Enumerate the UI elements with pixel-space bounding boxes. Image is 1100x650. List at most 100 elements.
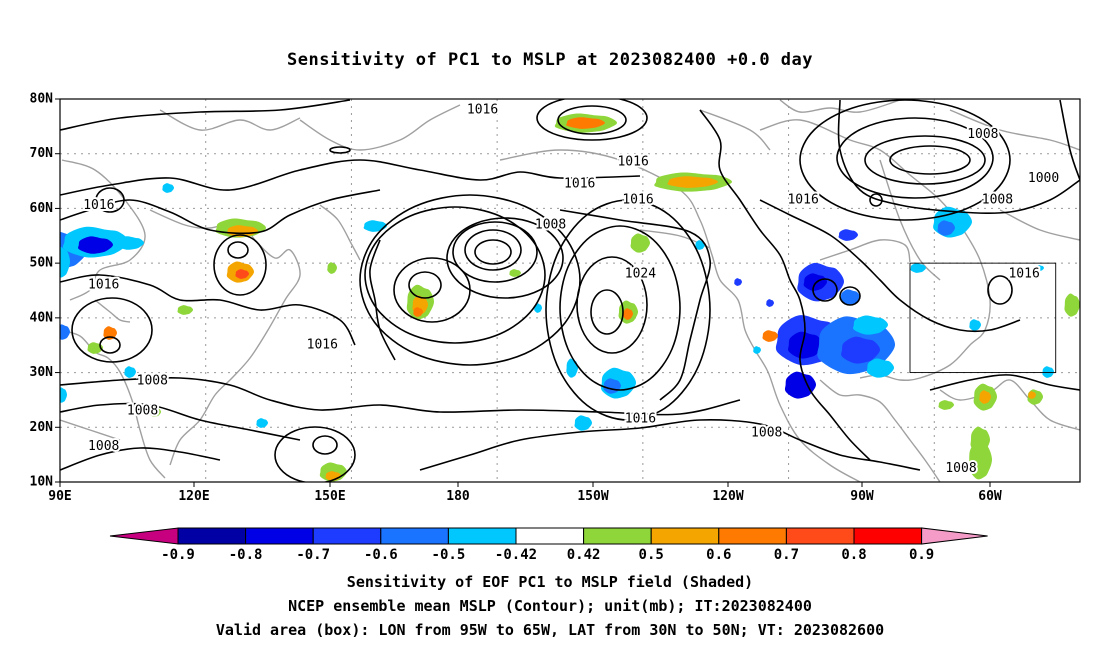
- contour-label: 1016: [625, 412, 656, 427]
- coastline: [779, 99, 901, 113]
- mslp-contours: [60, 99, 1080, 482]
- colorbar-bin: [245, 527, 314, 545]
- sensitivity-patch: [968, 440, 993, 480]
- sensitivity-patch: [87, 342, 104, 354]
- sensitivity-patch: [1042, 366, 1055, 378]
- colorbar-label: 0.42: [567, 547, 601, 563]
- mslp-isobar: [699, 109, 871, 461]
- valid-area-box: [909, 262, 1057, 374]
- contour-label: 1008: [137, 373, 168, 388]
- sensitivity-patch: [667, 176, 719, 188]
- colorbar-label: -0.9: [161, 547, 195, 563]
- mslp-isobar: [839, 286, 861, 306]
- mslp-isobar: [1059, 99, 1080, 181]
- contour-label: 1008: [751, 425, 782, 440]
- sensitivity-patch: [1064, 293, 1080, 317]
- lon-label: 120E: [178, 489, 209, 504]
- mslp-isobar: [474, 239, 512, 265]
- sensitivity-patch: [60, 246, 71, 278]
- sensitivity-patch: [766, 299, 774, 307]
- mslp-isobar: [929, 374, 1080, 391]
- coastline: [499, 149, 861, 482]
- sensitivity-patch: [623, 308, 634, 320]
- mslp-isobar: [369, 239, 396, 361]
- sensitivity-patch: [866, 358, 895, 378]
- coastline: [159, 109, 301, 131]
- contour-label: 1016: [88, 278, 119, 293]
- contour-label: 1008: [88, 439, 119, 454]
- lon-label: 150W: [577, 489, 608, 504]
- colorbar-label: 0.7: [774, 547, 799, 563]
- sensitivity-patch: [327, 262, 338, 274]
- colorbar-bin: [583, 527, 652, 545]
- mslp-isobar: [869, 193, 883, 207]
- coastline: [299, 104, 461, 151]
- colorbar-label: 0.8: [841, 547, 866, 563]
- contour-label: 1016: [622, 193, 653, 208]
- colorbar-high-extension: [921, 527, 988, 545]
- coastlines: [60, 99, 1080, 482]
- sensitivity-patch: [103, 326, 118, 340]
- sensitivity-shading: [60, 113, 1080, 482]
- caption-contour: NCEP ensemble mean MSLP (Contour); unit(…: [288, 597, 812, 615]
- sensitivity-patch: [838, 229, 859, 241]
- mslp-isobar: [364, 206, 546, 344]
- mslp-isobar: [759, 199, 1021, 333]
- plot-background: [60, 99, 1080, 482]
- colorbar-bin: [312, 527, 382, 545]
- colorbar-bin: [380, 527, 449, 545]
- sensitivity-patch: [853, 315, 889, 335]
- colorbar-label: -0.6: [364, 547, 398, 563]
- colorbar-label: -0.7: [296, 547, 330, 563]
- sensitivity-patch: [979, 390, 992, 404]
- sensitivity-patch: [256, 418, 269, 428]
- contour-label: 1008: [945, 461, 976, 476]
- coastline: [60, 329, 166, 479]
- contour-label: 1008: [982, 193, 1013, 208]
- mslp-isobar: [60, 402, 301, 441]
- mslp-isobar: [536, 99, 648, 141]
- mslp-isobar: [60, 189, 381, 235]
- mslp-isobar: [95, 187, 125, 213]
- mslp-isobar: [60, 274, 356, 346]
- colorbar-bin: [785, 527, 855, 545]
- coastline: [939, 379, 1080, 431]
- mslp-isobar: [864, 135, 986, 185]
- mslp-isobar: [446, 217, 564, 299]
- sensitivity-patch: [841, 336, 881, 364]
- coastline: [819, 239, 911, 263]
- sensitivity-patch: [60, 324, 71, 340]
- grid-lines: [60, 99, 1080, 482]
- coastline: [759, 119, 991, 381]
- sensitivity-patch: [235, 269, 250, 279]
- sensitivity-patch: [753, 346, 761, 354]
- contour-label: 1016: [307, 338, 338, 353]
- mslp-isobar: [545, 199, 711, 421]
- map-title: Sensitivity of PC1 to MSLP at 2023082400…: [286, 50, 813, 70]
- colorbar-bin: [853, 527, 923, 545]
- contour-labels: 1016 1016 1016 1016 1016 1008 1000 1008 1016 1008…: [81, 100, 1061, 477]
- sensitivity-patch: [803, 273, 828, 291]
- mslp-isobar: [559, 209, 711, 401]
- contour-label: 1000: [1028, 171, 1059, 186]
- sensitivity-patch: [840, 289, 861, 305]
- mslp-isobar: [359, 194, 581, 366]
- mslp-isobar: [71, 297, 153, 363]
- sensitivity-patch: [938, 400, 955, 410]
- mslp-isobar: [452, 221, 538, 283]
- coastline: [999, 209, 1080, 241]
- coastline: [60, 419, 121, 441]
- sensitivity-patch: [509, 269, 522, 277]
- colorbar-label: 0.9: [909, 547, 934, 563]
- mslp-isobar: [60, 99, 351, 131]
- contour-label: 1016: [617, 154, 648, 169]
- coastline: [879, 159, 941, 281]
- caption-valid-area: Valid area (box): LON from 95W to 65W, L…: [215, 621, 885, 639]
- caption-shading: Sensitivity of EOF PC1 to MSLP field (Sh…: [346, 573, 754, 591]
- lon-label: 60W: [978, 489, 1002, 504]
- colorbar-label: -0.5: [432, 547, 466, 563]
- coastline: [819, 379, 941, 482]
- sensitivity-patch: [566, 117, 606, 129]
- contour-label: 1016: [83, 198, 114, 213]
